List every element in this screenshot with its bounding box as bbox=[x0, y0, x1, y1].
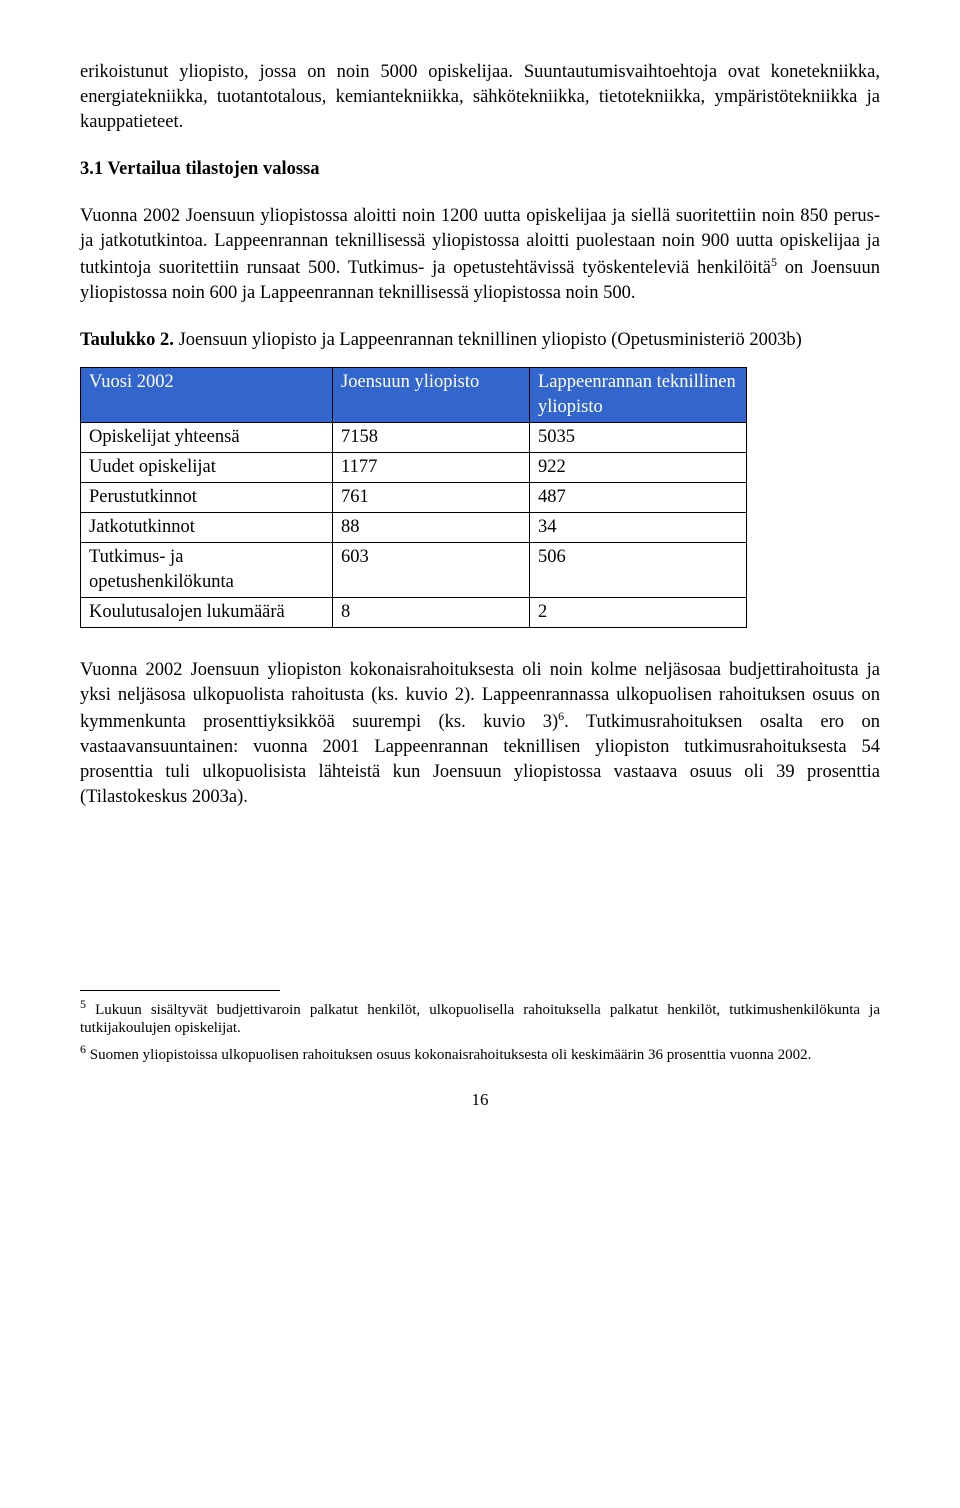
table-cell: 506 bbox=[530, 542, 747, 597]
table-cell: Tutkimus- ja opetushenkilökunta bbox=[81, 542, 333, 597]
table-cell: 603 bbox=[333, 542, 530, 597]
footnote-6: 6 Suomen yliopistoissa ulkopuolisen raho… bbox=[80, 1042, 880, 1065]
table-row: Perustutkinnot 761 487 bbox=[81, 482, 747, 512]
table-cell: 88 bbox=[333, 512, 530, 542]
table-row: Tutkimus- ja opetushenkilökunta 603 506 bbox=[81, 542, 747, 597]
table-cell: 761 bbox=[333, 482, 530, 512]
table-cell: Perustutkinnot bbox=[81, 482, 333, 512]
table-header-cell: Lappeenrannan teknillinen yliopisto bbox=[530, 367, 747, 422]
table-caption-text: Joensuun yliopisto ja Lappeenrannan tekn… bbox=[174, 330, 802, 350]
table-cell: 922 bbox=[530, 452, 747, 482]
table-cell: 5035 bbox=[530, 422, 747, 452]
table-cell: 1177 bbox=[333, 452, 530, 482]
page-number: 16 bbox=[80, 1089, 880, 1112]
table-cell: 34 bbox=[530, 512, 747, 542]
table-cell: Jatkotutkinnot bbox=[81, 512, 333, 542]
section-heading: 3.1 Vertailua tilastojen valossa bbox=[80, 157, 880, 182]
table-row: Koulutusalojen lukumäärä 8 2 bbox=[81, 597, 747, 627]
paragraph-body-2: Vuonna 2002 Joensuun yliopiston kokonais… bbox=[80, 658, 880, 810]
footnote-separator bbox=[80, 990, 280, 991]
table-row: Jatkotutkinnot 88 34 bbox=[81, 512, 747, 542]
table-cell: 7158 bbox=[333, 422, 530, 452]
table-cell: Uudet opiskelijat bbox=[81, 452, 333, 482]
comparison-table: Vuosi 2002 Joensuun yliopisto Lappeenran… bbox=[80, 367, 747, 628]
table-header-cell: Vuosi 2002 bbox=[81, 367, 333, 422]
table-cell: Opiskelijat yhteensä bbox=[81, 422, 333, 452]
table-cell: 487 bbox=[530, 482, 747, 512]
paragraph-body-1: Vuonna 2002 Joensuun yliopistossa aloitt… bbox=[80, 204, 880, 306]
footnote-6-text: Suomen yliopistoissa ulkopuolisen rahoit… bbox=[86, 1047, 811, 1063]
paragraph-intro: erikoistunut yliopisto, jossa on noin 50… bbox=[80, 60, 880, 135]
para2-part-a: Vuonna 2002 Joensuun yliopistossa aloitt… bbox=[80, 206, 880, 278]
table-row: Uudet opiskelijat 1177 922 bbox=[81, 452, 747, 482]
table-header-row: Vuosi 2002 Joensuun yliopisto Lappeenran… bbox=[81, 367, 747, 422]
table-cell: 8 bbox=[333, 597, 530, 627]
table-cell: Koulutusalojen lukumäärä bbox=[81, 597, 333, 627]
table-cell: 2 bbox=[530, 597, 747, 627]
table-row: Opiskelijat yhteensä 7158 5035 bbox=[81, 422, 747, 452]
table-caption: Taulukko 2. Joensuun yliopisto ja Lappee… bbox=[80, 328, 880, 353]
footnote-5: 5 Lukuun sisältyvät budjettivaroin palka… bbox=[80, 997, 880, 1039]
table-header-cell: Joensuun yliopisto bbox=[333, 367, 530, 422]
footnote-5-text: Lukuun sisältyvät budjettivaroin palkatu… bbox=[80, 1002, 880, 1037]
table-caption-label: Taulukko 2. bbox=[80, 330, 174, 350]
